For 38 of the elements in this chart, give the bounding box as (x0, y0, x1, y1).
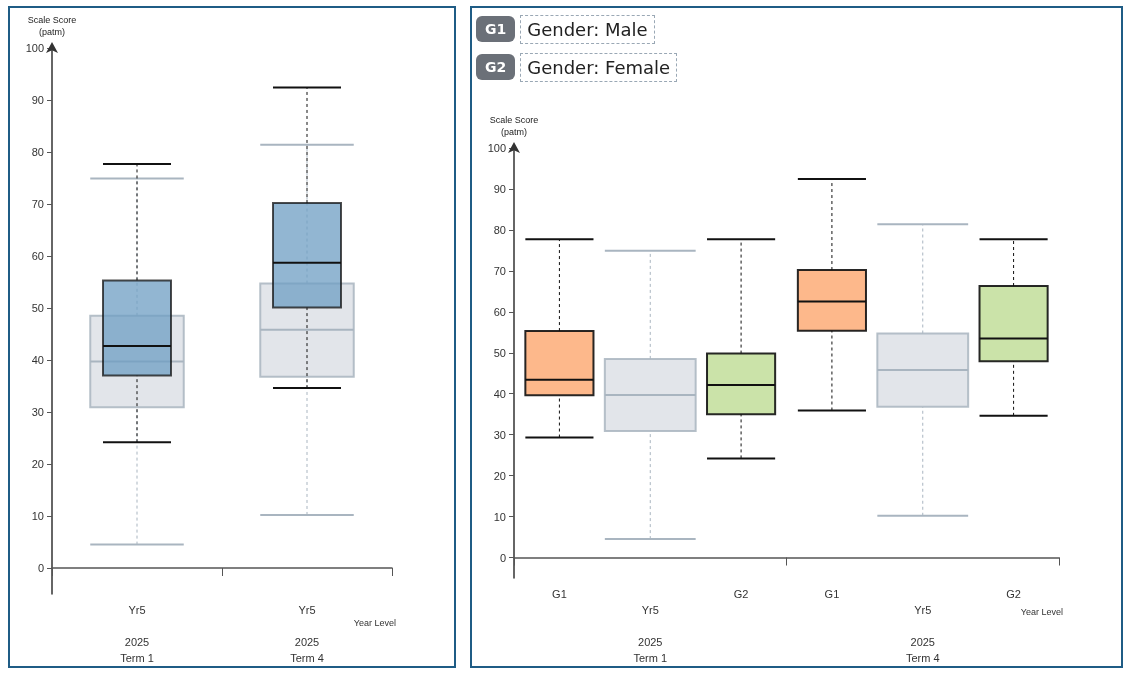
y-tick-label: 10 (31, 510, 44, 522)
y-tick-label: 60 (493, 305, 506, 318)
y-tick-label: 70 (493, 264, 506, 277)
y-tick-label: 20 (31, 458, 44, 470)
y-tick-label: 50 (31, 302, 44, 314)
x-axis-title: Year Level (353, 617, 396, 628)
y-tick-label: 0 (499, 551, 506, 564)
y-tick-label: 50 (493, 346, 506, 359)
y-tick-label: 0 (37, 562, 44, 574)
badge: G2 (476, 54, 516, 80)
y-tick-label: 60 (31, 250, 44, 262)
x-tick-label: G2 (1006, 588, 1021, 600)
x-axis-title: Year Level (1020, 607, 1063, 618)
y-axis-title: Scale Score (patm) (27, 15, 77, 37)
category-label: Yr5 2025 Term 4 (290, 604, 324, 664)
y-tick-label: 30 (31, 406, 44, 418)
y-tick-label: 100 (25, 42, 44, 54)
y-tick-label: 100 (487, 142, 506, 154)
x-tick-label: G1 (552, 588, 567, 600)
y-tick-label: 20 (493, 469, 506, 482)
y-tick-label: 30 (493, 428, 506, 441)
y-tick-label: 10 (493, 510, 506, 523)
text: Gender: Female (520, 52, 678, 82)
y-tick-label: 70 (31, 198, 44, 210)
category-label: Yr5 2025 Term 1 (120, 604, 154, 664)
y-tick-label: 80 (493, 223, 506, 236)
y-axis-title: Scale Score (patm) (489, 115, 539, 137)
category-label: Yr5 2025 Term 1 (633, 604, 668, 664)
text: Gender: Male (520, 14, 655, 44)
y-tick-label: 40 (31, 354, 44, 366)
badge: G1 (476, 16, 516, 42)
y-tick-label: 90 (493, 182, 506, 195)
x-tick-label: G1 (824, 588, 840, 600)
y-tick-label: 40 (493, 387, 506, 400)
y-tick-label: 90 (31, 94, 44, 106)
category-label: Yr5 2025 Term 4 (905, 604, 940, 664)
x-tick-label: G2 (733, 588, 749, 600)
y-tick-label: 80 (31, 146, 44, 158)
